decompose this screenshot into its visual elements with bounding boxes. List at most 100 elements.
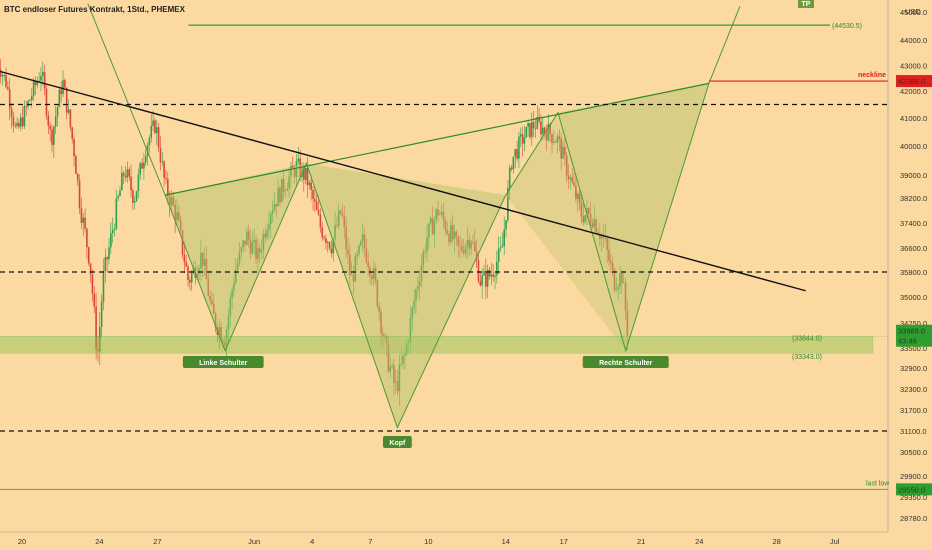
candle-body	[190, 273, 193, 283]
candle	[536, 105, 539, 130]
candle	[69, 109, 72, 131]
candle-body	[564, 146, 566, 156]
candle	[126, 161, 129, 183]
candle-body	[19, 117, 22, 127]
pattern-zigzag	[87, 3, 741, 429]
candle-body	[490, 274, 493, 277]
candle	[499, 236, 502, 252]
candle	[56, 105, 59, 127]
candle-body	[141, 163, 143, 169]
candle-body	[582, 216, 585, 223]
x-tick-label: 20	[18, 537, 26, 546]
candle	[315, 193, 318, 211]
candle-body	[115, 198, 118, 229]
neckline-label: neckline	[858, 72, 886, 79]
candle	[582, 204, 585, 226]
candle	[73, 135, 75, 167]
candle-body	[547, 124, 550, 141]
candle-body	[543, 127, 546, 133]
candle	[98, 312, 101, 365]
candle-body	[165, 177, 167, 180]
candle-body	[501, 246, 504, 248]
candle	[308, 179, 311, 190]
candle	[319, 208, 322, 233]
candle-body	[527, 123, 529, 128]
candle	[135, 190, 138, 202]
candle-body	[560, 138, 562, 159]
candle-body	[488, 269, 491, 277]
candle-body	[479, 281, 482, 286]
candle	[23, 100, 26, 130]
candle	[558, 129, 561, 151]
candle-body	[121, 172, 123, 191]
candle-body	[152, 120, 154, 126]
candle-body	[56, 107, 59, 117]
candle	[494, 271, 496, 289]
candle-body	[321, 227, 324, 238]
candle	[76, 172, 79, 186]
candle	[565, 152, 568, 183]
candle	[554, 139, 557, 143]
candle-body	[91, 274, 94, 294]
candle-body	[519, 134, 522, 137]
candle-body	[23, 105, 26, 127]
tp-badge-bg	[798, 0, 814, 8]
candle-body	[73, 139, 75, 157]
candle	[32, 77, 35, 102]
y-tick-label: 42000.0	[900, 87, 927, 96]
candle	[527, 119, 529, 137]
candle-body	[51, 129, 53, 145]
candle-body	[7, 86, 9, 90]
x-tick-label: 14	[502, 537, 510, 546]
candle-body	[580, 202, 583, 217]
candle	[310, 175, 312, 201]
candle-body	[144, 155, 147, 163]
candle-body	[1, 75, 4, 77]
candle-body	[95, 306, 97, 350]
candle-body	[10, 108, 13, 117]
candle	[545, 125, 548, 151]
candle-body	[571, 177, 574, 183]
candle	[575, 175, 577, 203]
candle-body	[325, 238, 327, 243]
candle	[110, 222, 112, 255]
candle	[54, 106, 57, 135]
candle	[87, 246, 90, 266]
neckline-price-text: 42389.0	[898, 77, 925, 86]
candle	[133, 195, 136, 210]
candle-body	[558, 136, 561, 139]
candle-body	[0, 69, 2, 77]
candle-body	[477, 259, 480, 282]
candle	[584, 214, 586, 225]
candle-body	[128, 169, 130, 177]
candle	[560, 132, 562, 171]
candle	[556, 133, 559, 153]
candle	[328, 241, 331, 251]
candle	[159, 136, 162, 171]
y-tick-label: 37400.0	[900, 219, 927, 228]
candle-body	[330, 248, 333, 254]
candle	[40, 66, 42, 91]
x-tick-label: 24	[695, 537, 703, 546]
candle	[42, 61, 44, 86]
candle	[121, 166, 123, 191]
candle	[519, 127, 522, 148]
candle	[108, 238, 110, 265]
candle	[45, 85, 48, 121]
currency-label: USD	[905, 7, 921, 16]
candle-body	[111, 229, 114, 234]
candle-body	[187, 266, 189, 281]
candle	[505, 220, 507, 238]
candle-body	[71, 127, 74, 140]
candle	[25, 101, 28, 116]
candle	[553, 129, 555, 145]
y-tick-label: 33500.0	[900, 344, 927, 353]
candle-body	[163, 161, 165, 178]
candle	[143, 152, 145, 180]
neckline-price-tag	[896, 75, 932, 88]
y-tick-label: 38200.0	[900, 194, 927, 203]
candle-body	[185, 262, 187, 267]
candle	[534, 117, 537, 139]
